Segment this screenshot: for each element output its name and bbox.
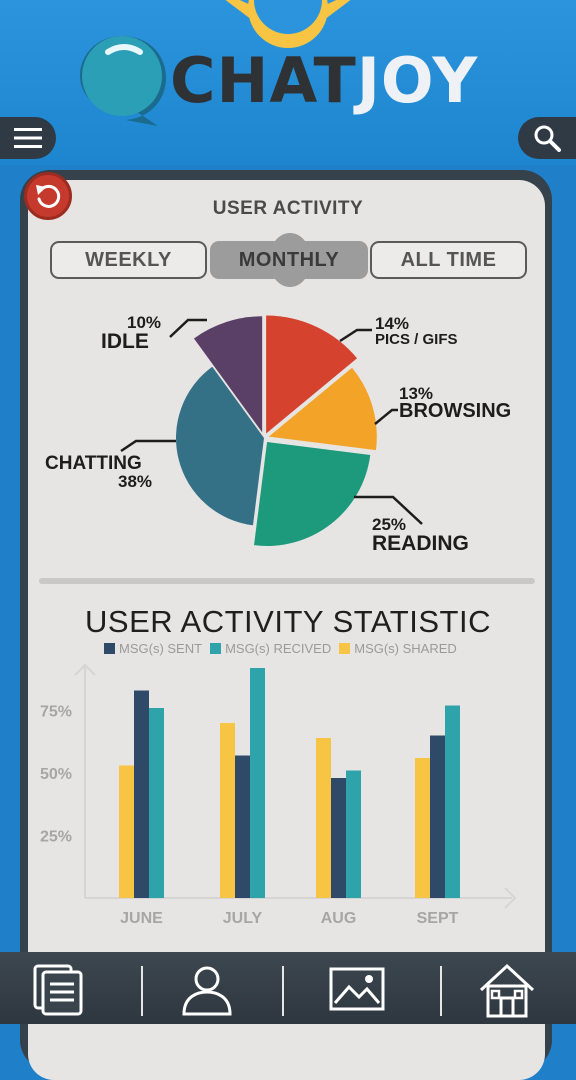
stat-chart-title: USER ACTIVITY STATISTIC [85,604,491,639]
x-category-label: SEPT [417,910,459,927]
pie-pct-idle: 10% [127,313,162,332]
legend-item-shared: MSG(s) SHARED [339,641,457,656]
legend-label-sent: MSG(s) SENT [119,641,203,656]
legend-item-recived: MSG(s) RECIVED [210,641,331,656]
bar-sept-msg-s-shared [415,758,430,898]
bar-june-msg-s-recived [149,708,164,898]
bar-july-msg-s-recived [250,668,265,898]
x-category-label: JULY [223,910,263,927]
undo-icon [36,184,61,208]
pie-label-idle: IDLE [101,330,149,353]
period-tabs: WEEKLY MONTHLY ALL TIME [50,241,527,279]
pie-slice-reading [254,441,371,546]
legend-label-shared: MSG(s) SHARED [354,641,457,656]
nav-separator [282,966,284,1016]
nav-gallery[interactable] [322,958,392,1022]
bar-legend: MSG(s) SENT MSG(s) RECIVED MSG(s) SHARED [104,641,457,656]
x-category-label: JUNE [120,910,163,927]
y-tick-label: 50% [40,766,72,783]
tab-weekly[interactable]: WEEKLY [50,241,207,279]
y-tick-label: 25% [40,829,72,846]
pie-label-chatting: CHATTING [45,453,142,474]
pie-pct-reading: 25% [372,515,407,534]
activity-bar-chart: 75% 50% 25% JUNE JULY AUG SEPT [40,663,517,927]
bar-july-msg-s-sent [235,755,250,898]
bar-june-msg-s-sent [134,690,149,898]
home-icon [479,963,535,1018]
pie-slice-idle [193,316,263,433]
bar-aug-msg-s-shared [316,738,331,898]
pie-slice-chatting [176,366,264,526]
legend-item-sent: MSG(s) SENT [104,641,202,656]
nav-separator [440,966,442,1016]
hamburger-icon [14,128,42,148]
y-tick-label: 75% [40,704,72,721]
pie-leader-lines [120,318,423,525]
bar-sept-msg-s-recived [445,705,460,898]
user-icon [182,966,232,1016]
activity-pie-chart [120,315,423,546]
bar-june-msg-s-shared [119,765,134,898]
pie-pct-pics: 14% [375,314,410,333]
legend-label-recived: MSG(s) RECIVED [225,641,332,656]
sun-icon [225,0,351,48]
logo-joy-text: JOY [356,44,479,117]
nav-profile[interactable] [172,958,242,1022]
bar-aug-msg-s-recived [346,770,361,898]
bottom-nav [0,952,576,1024]
search-button[interactable] [518,117,576,159]
section-divider [39,578,535,584]
tab-monthly[interactable]: MONTHLY [210,241,368,279]
back-button[interactable] [24,172,72,220]
section-title: USER ACTIVITY [212,198,364,219]
nav-documents[interactable] [24,958,94,1022]
pie-slice-pics-gifs [266,315,358,434]
logo-bubble-icon [80,36,166,126]
pie-pct-chatting: 38% [118,472,153,491]
pie-label-pics: PICS / GIFS [375,331,458,348]
bar-july-msg-s-shared [220,723,235,898]
image-icon [329,967,385,1011]
pie-slice-browsing [268,367,377,451]
nav-separator [141,966,143,1016]
menu-button[interactable] [0,117,56,159]
document-icon [33,964,83,1016]
tab-all-time[interactable]: ALL TIME [370,241,527,279]
nav-home[interactable] [472,958,542,1022]
bar-sept-msg-s-sent [430,735,445,898]
search-icon [534,125,561,152]
logo-chat-text: CHAT [170,44,357,117]
pie-label-browsing: BROWSING [399,400,512,422]
pie-pct-browsing: 13% [399,384,434,403]
pie-label-reading: READING [372,532,469,555]
bar-aug-msg-s-sent [331,778,346,898]
x-category-label: AUG [321,910,357,927]
app-logo: CHATJOY [170,44,478,117]
